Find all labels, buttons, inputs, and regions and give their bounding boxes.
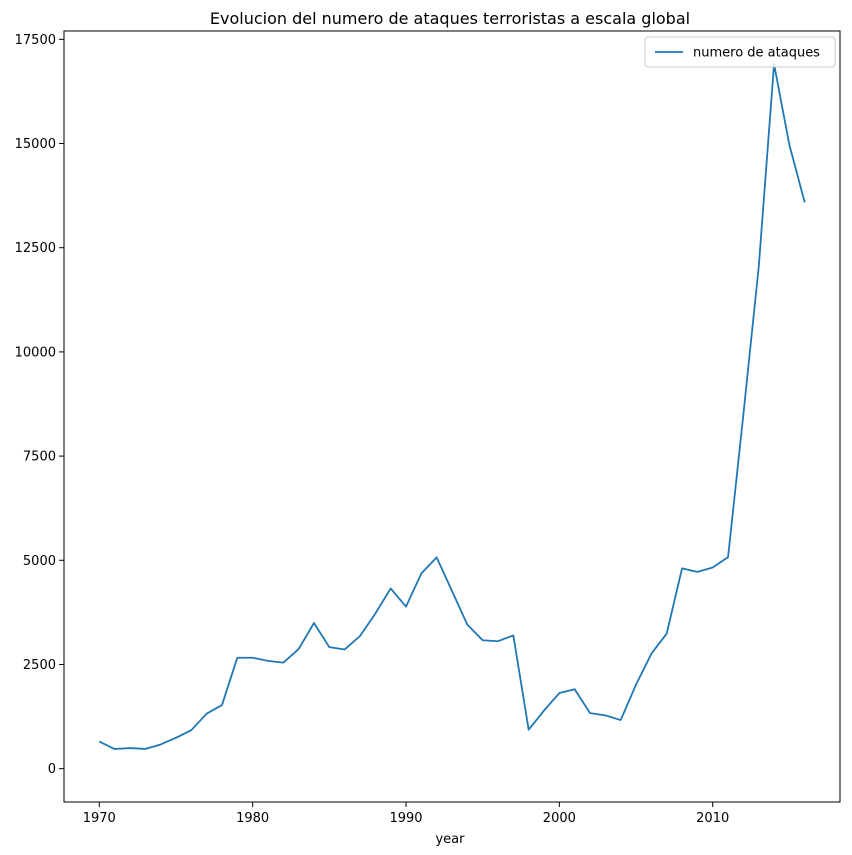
y-tick-label: 12500 (15, 241, 56, 256)
plot-area: 0 2500 5000 7500 10000 12500 15000 17500 1970 198… (15, 30, 841, 826)
y-tick-label: 7500 (23, 450, 56, 465)
x-tick-label: 1980 (236, 811, 269, 826)
x-tick-label: 1970 (83, 811, 116, 826)
legend-label: numero de ataques (693, 46, 820, 61)
y-tick-label: 17500 (15, 33, 56, 48)
y-tick-label: 2500 (23, 658, 56, 673)
axes-frame (63, 30, 841, 803)
legend-box (644, 36, 836, 68)
y-tick-label: 0 (48, 762, 56, 777)
x-tick-label: 1990 (389, 811, 422, 826)
x-tick-label: 2000 (543, 811, 576, 826)
x-axis-label: year (435, 832, 465, 847)
x-tick-label: 2010 (696, 811, 729, 826)
chart-title: Evolucion del numero de ataques terroris… (210, 9, 690, 28)
y-tick-label: 5000 (23, 554, 56, 569)
series-line (98, 63, 806, 750)
y-tick-label: 15000 (15, 137, 56, 152)
y-tick-label: 10000 (15, 345, 56, 360)
